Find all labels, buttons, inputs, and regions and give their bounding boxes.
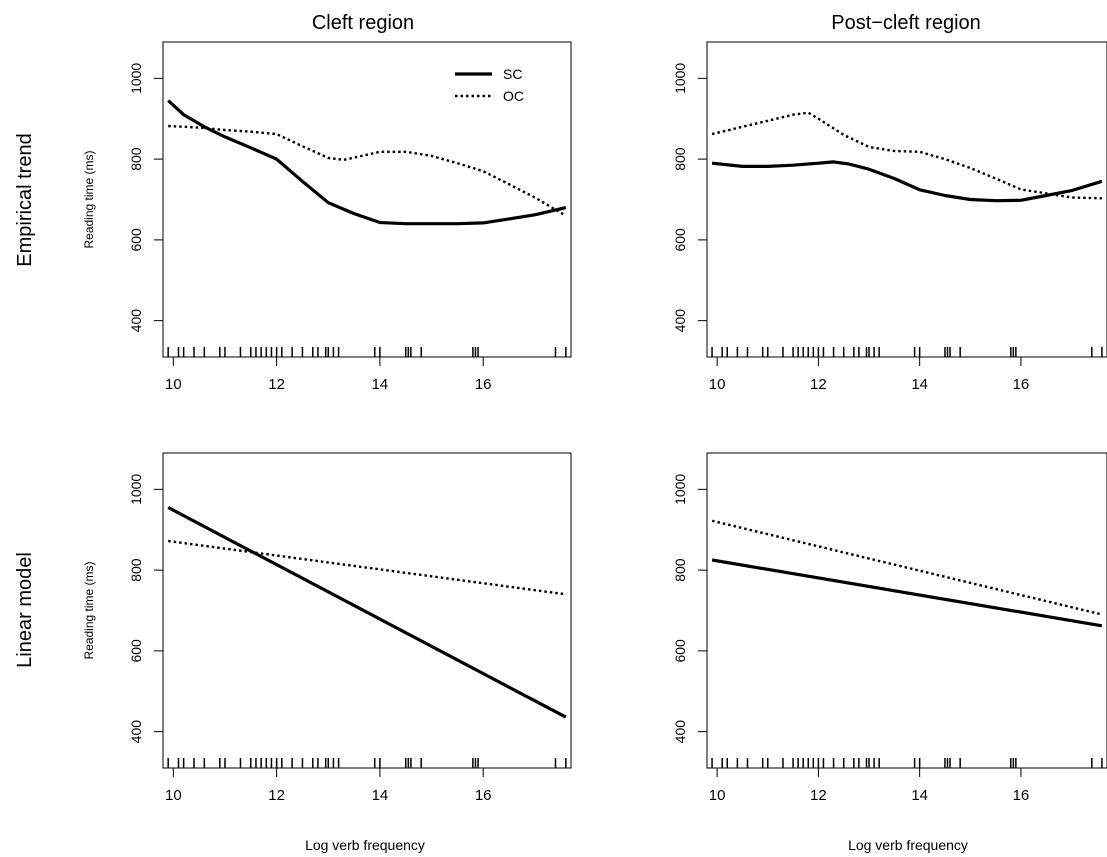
y-tick-label: 600: [128, 228, 144, 252]
legend-label-oc: OC: [503, 88, 524, 104]
col-title-postcleft-text: Post−cleft region: [831, 12, 981, 34]
y-tick-label: 1000: [672, 63, 688, 94]
x-tick-label: 14: [372, 376, 389, 393]
x-tick-label: 12: [810, 787, 827, 804]
y-tick-label: 400: [128, 720, 144, 744]
row-title-empirical: Empirical trend: [14, 133, 36, 266]
series-sc-line: [167, 99, 567, 226]
x-tick-label: 12: [268, 376, 285, 393]
x-tick-label: 14: [372, 787, 389, 804]
y-tick-label: 800: [128, 558, 144, 582]
series-oc-line: [168, 124, 567, 217]
x-tick-label: 16: [1013, 787, 1030, 804]
x-tick-label: 10: [709, 787, 726, 804]
panel-2: 10 12 14 16 400 600 800 1000: [672, 41, 1107, 393]
y-tick-label: 600: [672, 228, 688, 252]
panel-3: 10 12 14 16 400 600 800 1000 Reading time (ms): [82, 452, 572, 804]
plot-frame: [162, 452, 572, 769]
series-sc-line: [167, 506, 567, 719]
xlabel-right: Log verb frequency: [848, 837, 968, 853]
panels: 10 12 14 16 400 600 800 1000 Reading time (ms) SC…: [82, 41, 1107, 804]
x-tick-label: 14: [911, 376, 928, 393]
col-title-cleft: Cleft region: [312, 12, 414, 34]
x-tick-label: 16: [475, 376, 492, 393]
y-tick-label: 800: [672, 147, 688, 171]
x-tick-label: 16: [1013, 376, 1030, 393]
x-tick-label: 10: [709, 376, 726, 393]
y-tick-label: 400: [672, 309, 688, 333]
y-tick-label: 1000: [128, 63, 144, 94]
y-tick-label: 400: [672, 720, 688, 744]
y-tick-label: 800: [128, 147, 144, 171]
plot-frame: [162, 41, 572, 358]
x-tick-label: 10: [165, 376, 182, 393]
y-axis-label: Reading time (ms): [82, 150, 96, 248]
y-tick-label: 800: [672, 558, 688, 582]
panel-1: 10 12 14 16 400 600 800 1000 Reading time (ms) SC…: [82, 41, 572, 393]
y-tick-label: 600: [672, 639, 688, 663]
y-tick-label: 1000: [672, 474, 688, 505]
series-sc-line: [711, 558, 1103, 628]
y-tick-label: 1000: [128, 474, 144, 505]
plot-frame: [706, 41, 1107, 358]
y-axis-label: Reading time (ms): [82, 561, 96, 659]
y-tick-label: 600: [128, 639, 144, 663]
x-tick-label: 16: [475, 787, 492, 804]
series-oc-line: [168, 539, 566, 596]
legend-label-sc: SC: [503, 66, 522, 82]
x-tick-label: 12: [268, 787, 285, 804]
y-tick-label: 400: [128, 309, 144, 333]
col-title-postcleft: Post−cleft region: [831, 12, 981, 34]
x-tick-label: 10: [165, 787, 182, 804]
plot-frame: [706, 452, 1107, 769]
series-oc-line: [711, 519, 1103, 616]
row-title-linear: Linear model: [14, 552, 36, 668]
legend: SC OC: [455, 66, 524, 104]
series-oc-line: [711, 111, 1102, 200]
x-tick-label: 14: [911, 787, 928, 804]
x-tick-label: 12: [810, 376, 827, 393]
panel-4: 10 12 14 16 400 600 800 1000: [672, 452, 1107, 804]
col-title-cleft-text: Cleft region: [312, 12, 414, 34]
xlabel-left: Log verb frequency: [305, 837, 425, 853]
series-sc-line: [711, 160, 1103, 203]
